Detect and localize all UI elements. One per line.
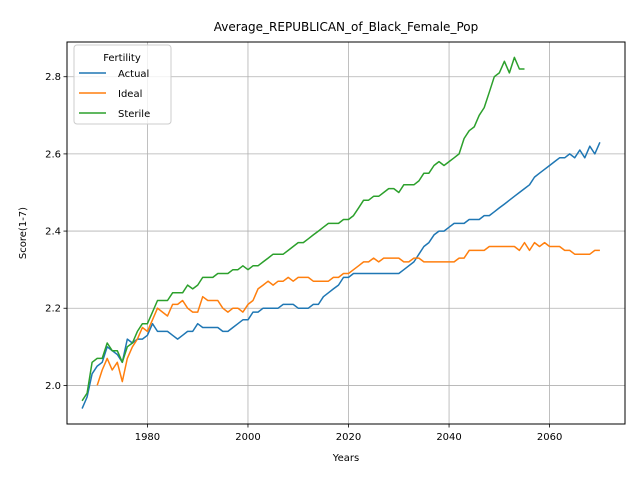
y-tick-label: 2.4: [45, 227, 61, 238]
grid: [67, 42, 625, 424]
legend-entries: Actual Ideal Sterile: [79, 69, 150, 120]
axis-ticks: 1980 2000 2020 2040 2060 2.0 2.2 2.4 2.6 2.8: [45, 72, 562, 443]
x-tick-label: 2000: [235, 432, 260, 443]
x-tick-label: 2020: [336, 432, 361, 443]
y-tick-label: 2.6: [45, 149, 61, 160]
series-line-actual: [81, 141, 601, 409]
legend-title: Fertility: [103, 53, 141, 64]
legend-label-sterile: Sterile: [118, 109, 150, 120]
x-axis-label: Years: [332, 453, 359, 464]
legend-label-actual: Actual: [118, 69, 149, 80]
y-tick-label: 2.8: [45, 72, 61, 83]
legend-box: [73, 44, 172, 125]
x-tick-label: 2040: [436, 432, 461, 443]
series-line-sterile: [81, 56, 525, 402]
series-line-ideal: [96, 241, 600, 386]
x-tick-label: 1980: [135, 432, 160, 443]
y-axis-label: Score(1-7): [18, 207, 29, 259]
series-lines: [81, 56, 601, 409]
legend-label-ideal: Ideal: [118, 89, 142, 100]
legend: Fertility Actual Ideal Sterile: [73, 44, 172, 125]
y-tick-label: 2.0: [45, 381, 61, 392]
x-tick-label: 2060: [537, 432, 562, 443]
chart-title: Average_REPUBLICAN_of_Black_Female_Pop: [214, 20, 478, 34]
plot-frame: [66, 41, 626, 425]
y-tick-label: 2.2: [45, 304, 61, 315]
